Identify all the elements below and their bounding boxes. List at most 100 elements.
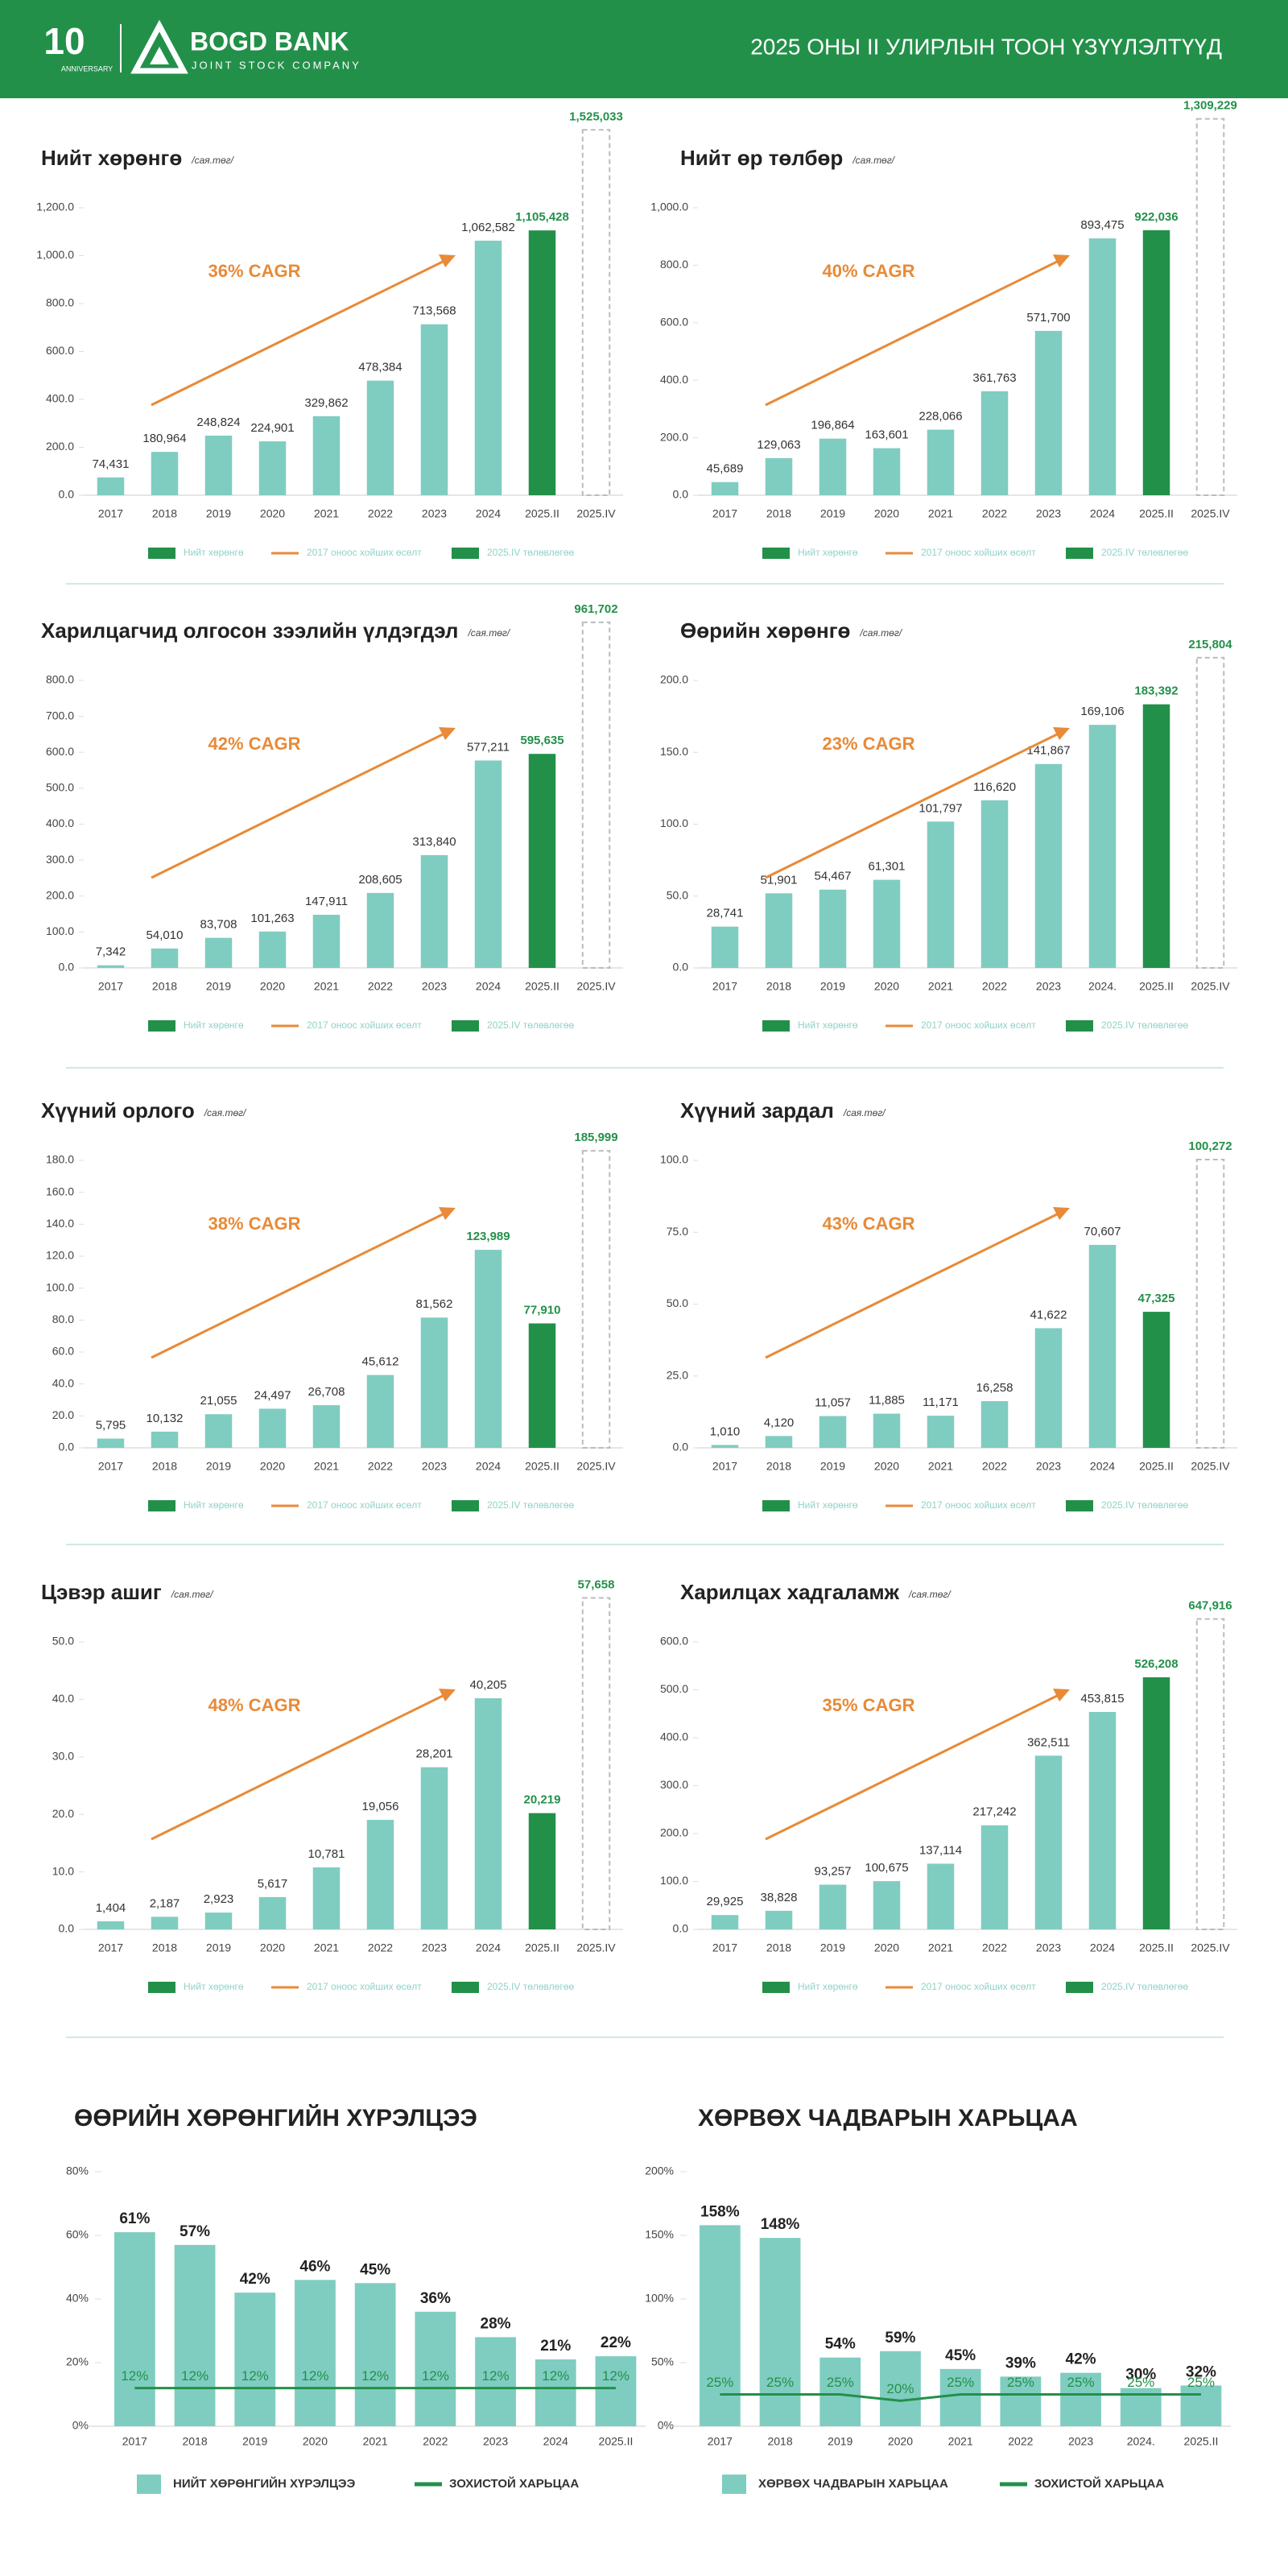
y-tick-label: 600.0 (46, 745, 74, 758)
plan-bar (581, 1597, 611, 1931)
x-tick-label: 2017 (708, 2435, 733, 2448)
bar (204, 937, 233, 968)
legend-label: 2025.IV төлөвлөгөө (487, 1019, 574, 1031)
x-tick-label: 2023 (1036, 1460, 1061, 1473)
x-tick-label: 2025.IV (1191, 507, 1230, 520)
legend-swatch (452, 1020, 479, 1032)
x-tick-label: 2020 (260, 980, 285, 993)
x-tick-label: 2024 (543, 2435, 568, 2448)
legend-label: ХӨРВӨХ ЧАДВАРЫН ХАРЬЦАА (758, 2477, 948, 2491)
value-label: 1,062,582 (461, 221, 515, 234)
x-tick-label: 2024 (1090, 1941, 1115, 1954)
y-tick-label: 800.0 (46, 673, 74, 686)
value-label: 893,475 (1080, 218, 1124, 232)
chart-unit: /сая.төг/ (852, 155, 895, 166)
bar (151, 1431, 179, 1448)
x-tick-label: 2017 (712, 507, 737, 520)
bar (474, 1250, 502, 1448)
bar (873, 1881, 901, 1929)
legend-label: 2017 оноос хойших өсөлт (921, 1499, 1036, 1511)
bar (819, 2357, 861, 2426)
cagr-label: 23% CAGR (823, 734, 915, 754)
chart-title: Өөрийн хөрөнгө (680, 618, 850, 643)
plan-bar (1195, 656, 1225, 969)
bar (312, 1405, 341, 1448)
value-label: 116,620 (973, 780, 1016, 794)
legend-swatch (1066, 1500, 1093, 1511)
value-label: 248,824 (196, 416, 240, 429)
cagr-arrowhead (439, 1207, 456, 1220)
value-label: 215,804 (1188, 638, 1232, 651)
norm-line (720, 2393, 1201, 2402)
value-label: 361,763 (972, 371, 1016, 385)
bar (114, 2232, 155, 2426)
bar (420, 854, 448, 968)
bar (97, 1438, 125, 1448)
bar (366, 1819, 394, 1929)
value-label: 183,392 (1134, 684, 1178, 698)
bar (711, 1915, 739, 1929)
x-tick-label: 2024 (476, 1941, 501, 1954)
x-tick-label: 2021 (928, 1941, 953, 1954)
anniversary-number: 10 (43, 20, 85, 62)
legend-swatch (1066, 1020, 1093, 1032)
value-label: 148% (761, 2216, 800, 2233)
bar (295, 2280, 336, 2426)
value-label: 54,467 (815, 870, 852, 883)
y-tick-label: 150.0 (660, 745, 688, 758)
y-tick-label: 300.0 (46, 853, 74, 866)
bar (711, 926, 739, 968)
cagr-label: 42% CAGR (208, 734, 301, 754)
x-tick-label: 2018 (152, 1941, 177, 1954)
plan-bar (1195, 118, 1225, 496)
value-label: 185,999 (574, 1131, 617, 1144)
norm-label: 25% (766, 2375, 794, 2390)
legend-label: 2025.IV төлөвлөгөө (1101, 1019, 1188, 1031)
bar (474, 240, 502, 495)
plan-bar (1195, 1618, 1225, 1930)
chart-title: Харилцах хадгаламж (680, 1580, 900, 1604)
x-tick-label: 2019 (820, 507, 845, 520)
x-tick-label: 2021 (928, 1460, 953, 1473)
cagr-label: 40% CAGR (823, 261, 915, 281)
x-tick-label: 2022 (1008, 2435, 1033, 2448)
cagr-arrow (151, 731, 447, 879)
bar (927, 1416, 955, 1448)
x-tick-label: 2017 (122, 2435, 147, 2448)
y-tick-label: 200.0 (660, 1826, 688, 1839)
bar (980, 1825, 1009, 1929)
value-label: 11,057 (815, 1396, 851, 1409)
x-tick-label: 2021 (928, 507, 953, 520)
bank-logo-inner (150, 47, 169, 64)
cagr-arrow (765, 731, 1061, 879)
x-tick-label: 2018 (766, 1941, 791, 1954)
x-tick-label: 2025.IV (576, 980, 616, 993)
value-label: 39% (1005, 2355, 1036, 2371)
bar (595, 2356, 637, 2426)
y-tick-label: 100.0 (660, 1153, 688, 1166)
bar (765, 1910, 793, 1929)
value-label: 1,309,229 (1183, 99, 1237, 113)
y-tick-label: 400.0 (46, 392, 74, 405)
norm-label: 25% (827, 2375, 854, 2390)
y-tick-label: 10.0 (52, 1864, 74, 1877)
bank-company: JOINT STOCK COMPANY (192, 59, 361, 71)
legend-swatch (1066, 548, 1093, 559)
x-tick-label: 2024. (1088, 980, 1117, 993)
y-tick-label: 80% (66, 2165, 89, 2177)
value-label: 2,923 (204, 1892, 234, 1906)
value-label: 57,658 (578, 1577, 615, 1591)
x-tick-label: 2019 (206, 1941, 231, 1954)
x-tick-label: 2021 (948, 2435, 973, 2448)
y-tick-label: 700.0 (46, 709, 74, 722)
y-tick-label: 40% (66, 2292, 89, 2305)
x-tick-label: 2019 (206, 980, 231, 993)
value-label: 45,689 (707, 462, 744, 476)
x-tick-label: 2018 (152, 507, 177, 520)
y-tick-label: 100% (645, 2292, 674, 2305)
value-label: 577,211 (467, 740, 510, 754)
legend-label: 2025.IV төлөвлөгөө (1101, 547, 1188, 558)
value-label: 571,700 (1026, 311, 1070, 325)
cagr-label: 35% CAGR (823, 1695, 915, 1715)
y-tick-label: 20% (66, 2355, 89, 2368)
